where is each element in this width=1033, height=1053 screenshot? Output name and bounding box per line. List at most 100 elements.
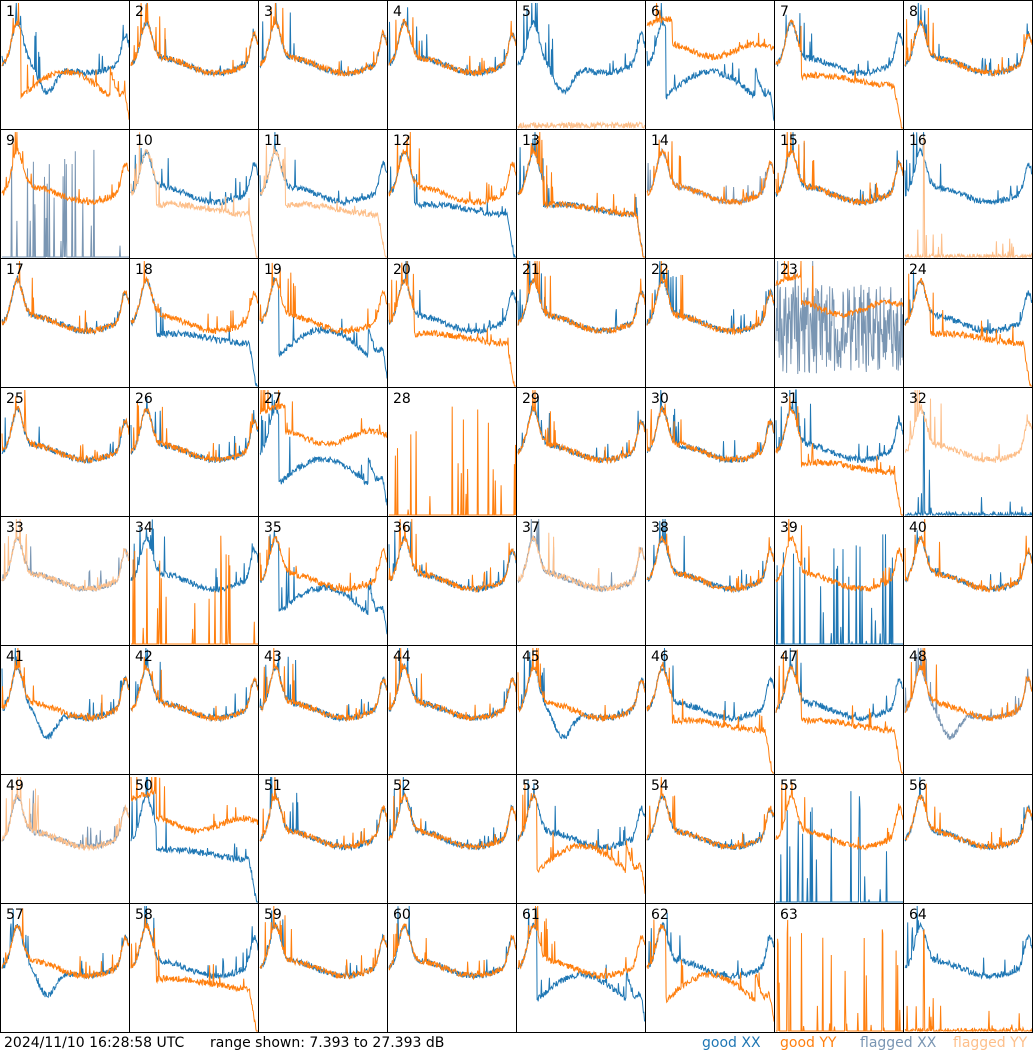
series-yy-line	[904, 136, 1032, 258]
series-yy-line	[518, 905, 645, 980]
spectrum-panel: 54	[645, 774, 775, 904]
panel-number: 20	[393, 262, 411, 278]
spectrum-panel: 28	[387, 387, 517, 517]
panel-plot	[388, 518, 516, 594]
panel-plot	[1, 260, 129, 336]
panel-number: 6	[651, 4, 660, 20]
series-yy-line	[904, 273, 1032, 387]
spectrum-panel: 32	[903, 387, 1033, 517]
panel-number: 38	[651, 520, 669, 536]
series-yy-line	[388, 779, 516, 851]
panel-number: 22	[651, 262, 669, 278]
panel-number: 53	[522, 778, 540, 794]
series-yy-line	[130, 2, 258, 78]
panel-number: 23	[780, 262, 798, 278]
series-yy-line	[130, 260, 258, 335]
spectrum-panel: 55	[774, 774, 904, 904]
series-yy-line	[775, 19, 903, 129]
series-yy-line	[388, 131, 516, 207]
panel-number: 30	[651, 391, 669, 407]
series-yy-line	[388, 260, 516, 387]
panel-number: 28	[393, 391, 411, 407]
series-yy-line	[517, 532, 645, 592]
series-xx-line	[259, 530, 387, 635]
panel-plot	[259, 131, 387, 258]
panel-number: 15	[780, 133, 798, 149]
series-yy-line	[259, 262, 387, 335]
panel-number: 14	[651, 133, 669, 149]
spectrum-panel: 60	[387, 903, 517, 1033]
spectrum-panel: 45	[516, 645, 646, 775]
panel-plot	[646, 260, 774, 336]
panel-plot	[775, 389, 903, 516]
series-xx-line	[775, 13, 903, 77]
panel-number: 54	[651, 778, 669, 794]
spectrum-panel: 42	[129, 645, 259, 775]
panel-plot	[775, 260, 903, 375]
panel-number: 61	[522, 907, 540, 923]
spectrum-panel: 13	[516, 129, 646, 259]
series-xx-line	[259, 394, 387, 506]
panel-number: 57	[6, 907, 24, 923]
panel-number: 25	[6, 391, 24, 407]
spectrum-panel: 51	[258, 774, 388, 904]
spectrum-panel: 35	[258, 516, 388, 646]
spectrum-panel: 23	[774, 258, 904, 388]
series-yy-line	[130, 131, 258, 258]
panel-number: 19	[264, 262, 282, 278]
panel-plot	[259, 905, 387, 980]
series-yy-line	[646, 403, 774, 463]
panel-plot	[130, 397, 258, 464]
series-xx-line	[388, 150, 516, 258]
panel-plot	[646, 2, 774, 121]
panel-plot	[130, 647, 258, 723]
spectrum-panel: 2	[129, 0, 259, 130]
panel-plot	[1, 647, 129, 740]
spectrum-panel: 29	[516, 387, 646, 517]
legend-good-yy: good YY	[780, 1035, 837, 1051]
spectrum-panel: 36	[387, 516, 517, 646]
spectrum-panel: 20	[387, 258, 517, 388]
spectrum-panel: 44	[387, 645, 517, 775]
spectrum-panel: 53	[516, 774, 646, 904]
series-xx-line	[904, 2, 1032, 77]
spectrum-panel: 30	[645, 387, 775, 517]
panel-plot	[646, 389, 774, 464]
panel-plot	[904, 131, 1032, 258]
series-xx-line	[517, 2, 645, 96]
series-yy-line	[259, 535, 387, 594]
series-xx-line	[776, 791, 903, 903]
panel-number: 29	[522, 391, 540, 407]
series-yy-line	[517, 389, 645, 465]
panel-number: 24	[909, 262, 927, 278]
series-yy-line	[1, 131, 129, 206]
legend-flagged-yy: flagged YY	[953, 1035, 1028, 1051]
series-yy-line	[260, 2, 387, 77]
series-yy-line	[904, 647, 1032, 722]
series-yy-line	[259, 905, 387, 980]
series-yy-line	[388, 922, 516, 981]
spectrum-panel: 8	[903, 0, 1033, 130]
legend-flagged-xx: flagged XX	[860, 1035, 937, 1051]
series-yy-line	[259, 647, 387, 723]
series-xx-line	[130, 278, 258, 387]
spectrum-panel: 39	[774, 516, 904, 646]
panel-plot	[388, 647, 516, 722]
spectrum-panel: 1	[0, 0, 130, 130]
spectrum-panel: 7	[774, 0, 904, 130]
spectrum-panel: 12	[387, 129, 517, 259]
panel-plot	[130, 2, 258, 78]
panel-number: 60	[393, 907, 411, 923]
panel-number: 26	[135, 391, 153, 407]
series-yy-line	[775, 131, 903, 206]
panel-plot	[388, 260, 516, 387]
panel-number: 33	[6, 520, 24, 536]
panel-number: 8	[909, 4, 918, 20]
panel-number: 46	[651, 649, 669, 665]
panel-number: 13	[522, 133, 540, 149]
panel-plot	[775, 13, 903, 129]
panel-plot	[517, 780, 645, 894]
spectrum-panel: 15	[774, 129, 904, 259]
panel-number: 5	[522, 4, 531, 20]
